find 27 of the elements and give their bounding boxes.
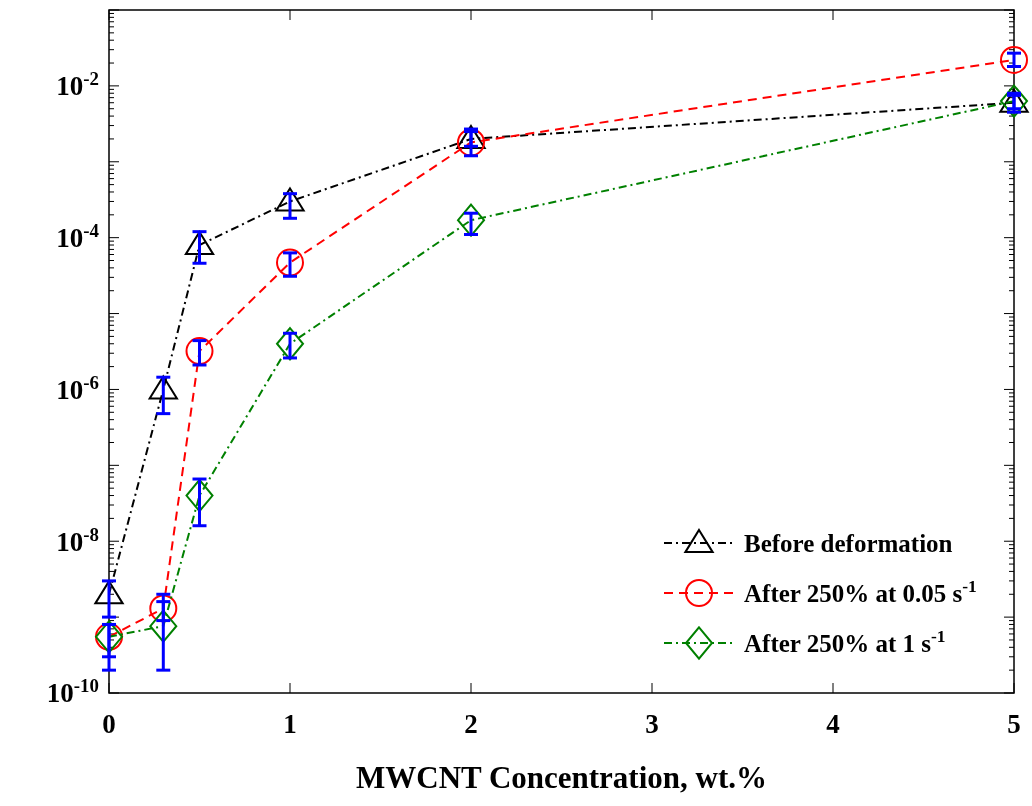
y-tick-label: 10$^{-4}$	[56, 219, 100, 254]
x-tick-label: 4	[826, 709, 840, 739]
legend-label: After 250% at 0.05 s$^{-1}$	[744, 575, 977, 607]
y-tick-label: 10$^{-6}$	[56, 371, 99, 405]
y-tick-label: 10$^{-10}$	[46, 674, 99, 709]
x-tick-label: 0	[102, 709, 116, 739]
point	[149, 609, 178, 643]
x-tick-label: 2	[464, 709, 478, 739]
legend-label: After 250% at 1 s$^{-1}$	[744, 625, 946, 657]
point	[185, 478, 214, 513]
x-tick-label: 1	[283, 709, 297, 739]
point	[148, 375, 178, 400]
point	[94, 580, 124, 605]
y-tick-label: 10$^{-2}$	[56, 67, 99, 102]
point	[276, 248, 304, 277]
point	[275, 187, 305, 212]
y-tick-label: 10$^{-8}$	[56, 523, 99, 557]
x-tick-label: 5	[1007, 709, 1021, 739]
legend-label: Before deformation	[744, 529, 953, 557]
point	[457, 203, 485, 237]
point	[1000, 45, 1028, 74]
point	[1000, 84, 1028, 118]
point	[184, 231, 215, 256]
point	[276, 327, 304, 361]
x-tick-label: 3	[645, 709, 659, 739]
point	[185, 337, 214, 366]
x-axis-title: MWCNT Concentration, wt.%	[355, 760, 768, 795]
